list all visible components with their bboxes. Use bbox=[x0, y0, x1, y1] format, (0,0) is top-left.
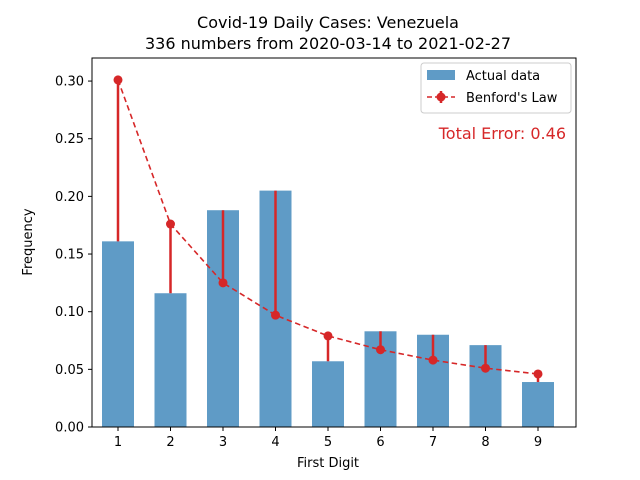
plot-frame bbox=[91, 57, 577, 428]
benford-point-digit-8 bbox=[481, 363, 490, 373]
y-tick-label: 0.25 bbox=[55, 132, 84, 147]
bar-digit-9 bbox=[522, 382, 554, 427]
legend-actual-label: Actual data bbox=[466, 69, 540, 84]
y-tick-label: 0.05 bbox=[55, 363, 84, 378]
y-axis: 0.00 0.05 0.10 0.15 0.20 0.25 0.30 bbox=[55, 75, 92, 436]
x-tick-label: 7 bbox=[429, 435, 437, 450]
benford-point-digit-9 bbox=[533, 369, 543, 379]
x-axis: 1 2 3 4 5 6 7 8 9 bbox=[114, 427, 542, 450]
benford-point-digit-3 bbox=[218, 278, 228, 288]
y-tick-label: 0.00 bbox=[55, 421, 84, 436]
benford-point-digit-7 bbox=[428, 355, 438, 365]
x-tick-label: 5 bbox=[324, 435, 332, 450]
benford-line-group bbox=[113, 75, 543, 379]
benford-point-digit-4 bbox=[271, 310, 280, 320]
x-tick-label: 9 bbox=[534, 435, 542, 450]
chart-subtitle: 336 numbers from 2020-03-14 to 2021-02-2… bbox=[145, 34, 511, 53]
legend: Actual data Benford's Law bbox=[420, 62, 572, 114]
x-axis-label: First Digit bbox=[297, 456, 359, 471]
x-tick-label: 1 bbox=[114, 435, 122, 450]
bar-digit-1 bbox=[102, 241, 134, 427]
benford-point-digit-2 bbox=[166, 219, 175, 229]
total-error-annotation: Total Error: 0.46 bbox=[438, 124, 566, 143]
y-tick-label: 0.30 bbox=[55, 75, 84, 90]
chart-title: Covid-19 Daily Cases: Venezuela bbox=[197, 13, 459, 32]
legend-box bbox=[420, 62, 572, 114]
x-tick-label: 6 bbox=[376, 435, 384, 450]
bar-digit-2 bbox=[154, 293, 187, 427]
x-tick-label: 3 bbox=[219, 435, 227, 450]
benford-point-digit-5 bbox=[323, 331, 333, 341]
y-axis-label: Frequency bbox=[21, 208, 36, 275]
y-tick-label: 0.20 bbox=[55, 190, 84, 205]
legend-benford-marker bbox=[436, 92, 446, 102]
x-tick-label: 2 bbox=[166, 435, 174, 450]
x-tick-label: 8 bbox=[481, 435, 489, 450]
benford-point-digit-6 bbox=[376, 345, 385, 355]
bar-digit-5 bbox=[312, 361, 344, 427]
y-tick-label: 0.10 bbox=[55, 305, 84, 320]
x-tick-label: 4 bbox=[271, 435, 279, 450]
legend-benford-label: Benford's Law bbox=[466, 91, 558, 106]
legend-bar-swatch bbox=[427, 70, 455, 80]
error-lines-group bbox=[116, 79, 540, 383]
benford-point-digit-1 bbox=[113, 75, 123, 85]
y-tick-label: 0.15 bbox=[55, 248, 84, 263]
